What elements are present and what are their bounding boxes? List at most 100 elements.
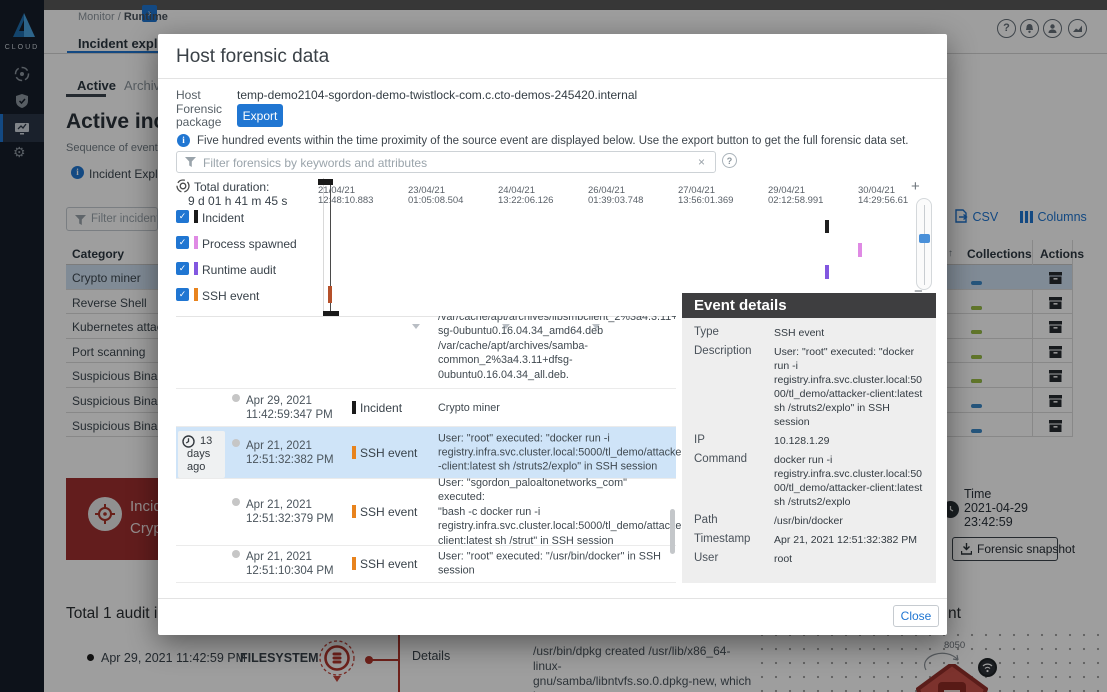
columns-button[interactable]: Columns (1020, 208, 1087, 226)
event-timestamp: Apr 29, 2021 11:42:59:347 PM (246, 394, 333, 421)
time-date: 2021-04-29 (964, 501, 1028, 515)
event-type-swatch (352, 400, 356, 414)
tick-ssh-event (327, 286, 332, 303)
close-button[interactable]: Close (893, 605, 939, 627)
archive-action-icon[interactable] (1049, 345, 1062, 363)
forensics-filter-input[interactable]: Filter forensics by keywords and attribu… (176, 151, 716, 173)
stats-icon[interactable] (1068, 19, 1087, 38)
modal-info-text: Five hundred events within the time prox… (197, 135, 909, 147)
archive-action-icon[interactable] (1049, 320, 1062, 338)
help-icon[interactable]: ? (997, 19, 1016, 38)
table-row[interactable]: Suspicious Binary (66, 363, 167, 388)
forensic-event-row[interactable]: Apr 21, 2021 12:51:10:304 PM SSH event Use… (176, 546, 676, 583)
breadcrumb[interactable]: Monitor / Runtime (78, 11, 168, 23)
event-details-panel: Event details Type SSH event Description Us… (682, 293, 936, 583)
archive-action-icon[interactable] (1049, 271, 1062, 289)
legend-checkbox[interactable]: ✓ (176, 262, 189, 275)
table-row[interactable] (947, 339, 1072, 364)
archive-action-icon[interactable] (1049, 394, 1062, 412)
zoom-out-button[interactable]: − (914, 283, 923, 300)
legend-checkbox[interactable]: ✓ (176, 288, 189, 301)
column-header-category[interactable]: Category (72, 247, 125, 261)
event-timestamp: Apr 21, 2021 12:51:32:382 PM (246, 439, 334, 466)
detail-label: Command (694, 453, 748, 465)
timeline-marker-line[interactable] (329, 185, 331, 312)
duration-label: Total duration: (194, 180, 270, 194)
axis-label: 29/04/21 02:12:58.991 (768, 185, 824, 206)
event-time-dot (232, 498, 240, 506)
event-details-header: Event details (682, 293, 936, 318)
tab-archived[interactable]: Archive (124, 78, 168, 93)
table-row[interactable] (947, 314, 1072, 339)
tab-active[interactable]: Active (77, 78, 117, 93)
zoom-slider[interactable] (916, 198, 932, 290)
forensic-event-row[interactable]: 13 days ago Apr 21, 2021 12:51:32:382 PM SSH… (176, 427, 685, 479)
detail-label: Type (694, 326, 719, 338)
table-row[interactable]: Suspicious Binary (66, 413, 167, 438)
incidents-filter-input[interactable]: Filter incidents by (66, 207, 158, 231)
forensic-event-row[interactable]: Apr 29, 2021 11:42:59:347 PM Incident Cryp… (176, 389, 676, 427)
archive-action-icon[interactable] (1049, 419, 1062, 437)
legend-swatch (194, 236, 198, 249)
attacker-node-icon[interactable] (916, 664, 988, 692)
table-scrollbar[interactable] (670, 509, 675, 554)
table-row[interactable]: Port scanning (66, 339, 158, 364)
csv-button[interactable]: CSV (955, 208, 998, 226)
table-row[interactable]: Suspicious Binary (66, 388, 167, 413)
zoom-slider-handle[interactable] (919, 234, 930, 243)
user-icon[interactable] (1043, 19, 1062, 38)
tab-incident-explorer[interactable]: Incident explorer (78, 36, 183, 51)
category-cell: Suspicious Binary (72, 394, 168, 408)
zoom-in-button[interactable]: + (911, 178, 920, 195)
filter-help-icon[interactable]: ? (722, 153, 737, 168)
event-timestamp: Apr 21, 2021 12:51:32:379 PM (246, 499, 334, 525)
column-header-actions[interactable]: Actions (1040, 247, 1085, 261)
axis-label: 21/04/21 12:48:10.883 (318, 185, 374, 206)
detail-row: User root (694, 552, 926, 566)
legend-checkbox[interactable]: ✓ (176, 236, 189, 249)
archive-action-icon[interactable] (1049, 369, 1062, 387)
timeline-chart[interactable]: 21/04/21 12:48:10.883 23/04/21 01:05:08.5… (300, 178, 936, 329)
columns-icon (1020, 211, 1033, 223)
export-button[interactable]: Export (237, 104, 283, 127)
table-row[interactable] (947, 413, 1072, 438)
blue-collection-pill (971, 428, 982, 433)
audit-type: FILESYSTEM (240, 651, 319, 665)
table-row[interactable]: Crypto miner (66, 265, 158, 290)
axis-label: 26/04/21 01:39:03.748 (588, 185, 644, 206)
sidebar-item-settings[interactable]: ⚙ (0, 141, 44, 169)
green-collection-pill (971, 330, 982, 335)
timeline-marker-bottom-cap[interactable] (323, 311, 339, 316)
table-row[interactable]: Reverse Shell (66, 290, 158, 315)
incidents-table-left: Category Crypto miner Reverse Shell Kubern… (66, 240, 169, 438)
timeline-marker-top-cap[interactable] (318, 179, 333, 185)
clear-filter-icon[interactable]: × (698, 155, 706, 169)
table-row[interactable] (947, 290, 1072, 315)
legend-checkbox[interactable]: ✓ (176, 210, 189, 223)
table-row[interactable] (947, 388, 1072, 413)
incidents-table-right: ↑ Collections Actions (947, 240, 1084, 438)
audit-details-value: /usr/bin/dpkg created /usr/lib/x86_64-li… (533, 644, 752, 692)
axis-tick-marker (592, 324, 600, 329)
filesystem-pin-icon[interactable] (317, 636, 357, 686)
category-cell: Crypto miner (72, 271, 141, 285)
page-info-text: Incident Explorer (89, 167, 180, 181)
bell-icon[interactable] (1020, 19, 1039, 38)
column-header-collections[interactable]: Collections (967, 247, 1032, 261)
audit-bullet (87, 654, 94, 661)
filter-placeholder: Filter forensics by keywords and attribu… (203, 156, 428, 170)
forensic-event-row[interactable]: /var/cache/apt/archives/libsmbclient_2%3… (176, 316, 676, 389)
sidebar-item-radar[interactable] (0, 60, 44, 88)
download-icon (961, 543, 972, 555)
connector-hline (372, 659, 399, 661)
sidebar-item-defend[interactable] (0, 87, 44, 115)
table-row[interactable] (947, 363, 1072, 388)
table-row[interactable] (947, 265, 1072, 290)
table-row[interactable]: Kubernetes attack (66, 314, 169, 339)
sidebar-expand-button[interactable]: › (142, 5, 157, 22)
sidebar-item-monitor[interactable] (0, 114, 44, 142)
forensic-event-row[interactable]: Apr 21, 2021 12:51:32:379 PM SSH event Use… (176, 477, 689, 547)
archive-action-icon[interactable] (1049, 296, 1062, 314)
forensic-snapshot-button[interactable]: Forensic snapshot (952, 537, 1075, 561)
